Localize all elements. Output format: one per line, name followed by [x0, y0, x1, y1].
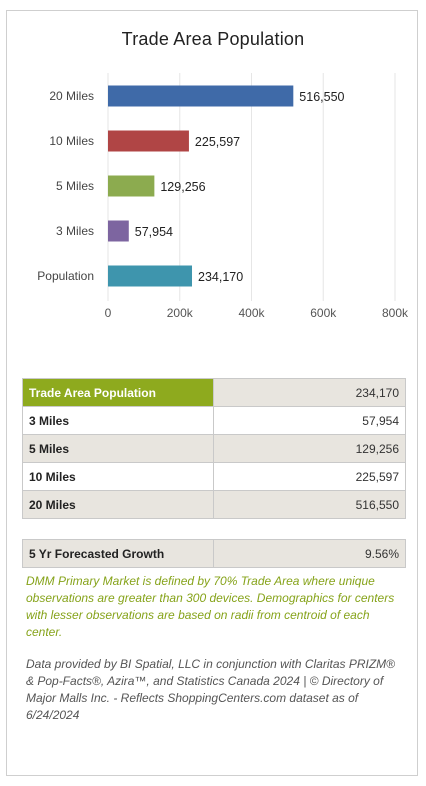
source-note: Data provided by BI Spatial, LLC in conj… [26, 657, 396, 722]
table-row: 3 Miles 57,954 [22, 406, 406, 435]
row-label: 10 Miles [22, 462, 214, 491]
row-label: 3 Miles [22, 406, 214, 435]
table-row: Trade Area Population 234,170 [22, 378, 406, 407]
x-tick-label: 200k [167, 306, 194, 320]
category-label: Population [37, 269, 94, 283]
bar [108, 175, 155, 197]
data-label: 516,550 [299, 90, 344, 104]
row-label: 5 Miles [22, 434, 214, 463]
primary-market-note: DMM Primary Market is defined by 70% Tra… [26, 574, 395, 639]
row-value: 129,256 [213, 434, 406, 463]
trade-area-card: Trade Area Population 0 200k 400k 600k 800k 2… [6, 10, 418, 776]
category-label: 5 Miles [56, 179, 94, 193]
table-row: 10 Miles 225,597 [22, 462, 406, 491]
growth-value: 9.56% [213, 539, 406, 568]
bar [108, 130, 189, 152]
table-row: 5 Miles 129,256 [22, 434, 406, 463]
chart-title: Trade Area Population [121, 29, 305, 49]
data-label: 234,170 [198, 270, 243, 284]
row-label: 20 Miles [22, 490, 214, 519]
data-label: 129,256 [160, 180, 205, 194]
row-value: 57,954 [213, 406, 406, 435]
growth-table: 5 Yr Forecasted Growth 9.56% [22, 539, 406, 568]
bar [108, 265, 193, 287]
x-tick-label: 600k [310, 306, 337, 320]
data-label: 57,954 [135, 225, 173, 239]
growth-label: 5 Yr Forecasted Growth [22, 539, 214, 568]
row-value: 516,550 [213, 490, 406, 519]
table-row: 20 Miles 516,550 [22, 490, 406, 519]
category-label: 20 Miles [49, 89, 94, 103]
bar [108, 220, 129, 242]
chart-area: Trade Area Population 0 200k 400k 600k 800k 2… [7, 11, 419, 351]
x-tick-label: 800k [382, 306, 409, 320]
category-label: 10 Miles [49, 134, 94, 148]
bar [108, 85, 294, 107]
table-row: 5 Yr Forecasted Growth 9.56% [22, 539, 406, 568]
data-label: 225,597 [195, 135, 240, 149]
row-value: 225,597 [213, 462, 406, 491]
row-label: Trade Area Population [22, 378, 214, 407]
population-table: Trade Area Population 234,170 3 Miles 57… [22, 378, 406, 519]
x-tick-label: 400k [238, 306, 265, 320]
bar-chart: 0 200k 400k 600k 800k 20 Miles 516,550 10 Miles… [37, 73, 409, 320]
x-tick-label: 0 [105, 306, 112, 320]
category-label: 3 Miles [56, 224, 94, 238]
row-value: 234,170 [213, 378, 406, 407]
